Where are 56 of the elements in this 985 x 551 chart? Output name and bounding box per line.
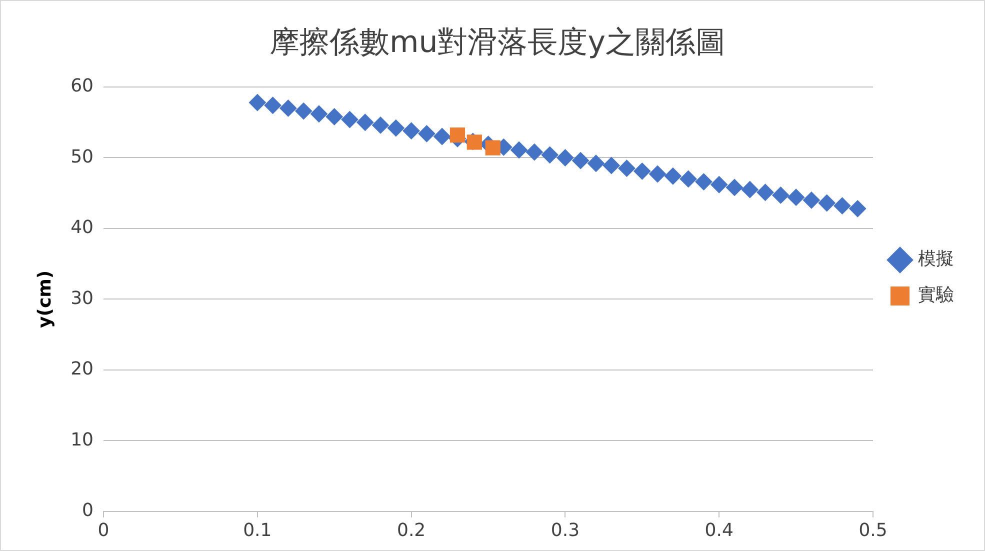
y-tick-label: 0 (82, 500, 94, 522)
y-tick-label: 40 (70, 217, 94, 238)
point (418, 125, 436, 142)
x-tick-label: 0.1 (243, 520, 272, 541)
point (634, 162, 651, 180)
point (788, 188, 805, 206)
y-axis-title: y(cm) (34, 270, 56, 328)
point (649, 166, 666, 182)
point (280, 100, 297, 117)
legend-label: 模擬 (918, 248, 954, 270)
point (434, 128, 451, 146)
point (602, 157, 620, 174)
x-tick-label: 0.3 (550, 520, 580, 541)
point (680, 170, 697, 188)
point (402, 122, 420, 140)
x-tick-label: 0 (98, 520, 110, 541)
point (664, 168, 682, 185)
point (341, 111, 358, 128)
point (326, 108, 343, 126)
point (510, 141, 528, 158)
chart-title: 摩擦係數mu對滑落長度y之關係圖 (270, 24, 726, 60)
y-tick-label: 20 (70, 358, 94, 380)
point (710, 176, 728, 194)
point (818, 194, 836, 212)
point (556, 149, 574, 166)
point (756, 184, 774, 201)
point (248, 94, 266, 112)
point (726, 178, 743, 196)
x-tick-label: 0.5 (858, 520, 888, 541)
point (541, 146, 558, 164)
point (741, 181, 758, 198)
y-tick-label: 10 (70, 429, 94, 450)
point (356, 114, 374, 131)
point (264, 96, 282, 114)
point (834, 197, 851, 214)
point (695, 173, 712, 190)
point (772, 186, 790, 204)
y-tick-label: 50 (70, 146, 94, 168)
point (849, 200, 866, 218)
point (450, 128, 466, 143)
point (802, 192, 820, 209)
legend-label: 實驗 (918, 284, 954, 306)
x-tick-label: 0.2 (396, 520, 426, 541)
point (526, 144, 543, 161)
point (572, 152, 590, 170)
y-tick-label: 60 (70, 76, 94, 97)
point (310, 105, 328, 122)
point (295, 102, 312, 120)
point (587, 154, 604, 172)
y-tick-label: 30 (70, 288, 94, 309)
point (387, 120, 404, 137)
point (618, 160, 636, 177)
x-tick-label: 0.4 (704, 520, 734, 541)
point (466, 134, 482, 150)
point (372, 116, 390, 134)
point (485, 140, 500, 156)
